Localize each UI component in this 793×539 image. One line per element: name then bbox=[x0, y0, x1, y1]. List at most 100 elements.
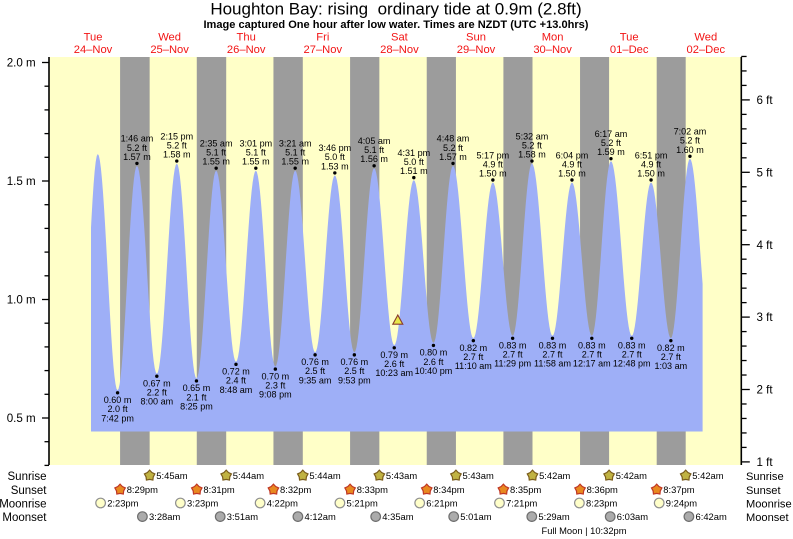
svg-text:5.2 ft: 5.2 ft bbox=[601, 138, 622, 148]
svg-text:1:46 am: 1:46 am bbox=[121, 134, 154, 144]
svg-text:12:48 pm: 12:48 pm bbox=[613, 359, 651, 369]
svg-text:2.5 ft: 2.5 ft bbox=[305, 366, 326, 376]
svg-text:5.0 ft: 5.0 ft bbox=[325, 152, 346, 162]
svg-text:2.4 ft: 2.4 ft bbox=[226, 376, 247, 386]
svg-text:2.7 ft: 2.7 ft bbox=[542, 350, 563, 360]
svg-text:9:53 pm: 9:53 pm bbox=[338, 375, 371, 385]
svg-text:0.83 m: 0.83 m bbox=[578, 341, 606, 351]
svg-text:30–Nov: 30–Nov bbox=[533, 44, 572, 56]
svg-text:1.59 m: 1.59 m bbox=[597, 147, 625, 157]
svg-text:4 ft: 4 ft bbox=[757, 239, 774, 252]
svg-text:0.76 m: 0.76 m bbox=[301, 357, 329, 367]
svg-text:3:23pm: 3:23pm bbox=[187, 497, 218, 508]
svg-text:8:31pm: 8:31pm bbox=[203, 484, 234, 495]
svg-text:0.67 m: 0.67 m bbox=[143, 378, 171, 388]
svg-text:1.55 m: 1.55 m bbox=[202, 157, 230, 167]
svg-text:2.2 ft: 2.2 ft bbox=[147, 388, 168, 398]
svg-text:2 ft: 2 ft bbox=[757, 384, 774, 397]
svg-text:1.0 m: 1.0 m bbox=[7, 294, 36, 307]
svg-text:1.56 m: 1.56 m bbox=[360, 154, 388, 164]
svg-text:0.82 m: 0.82 m bbox=[460, 343, 488, 353]
svg-text:5:17 pm: 5:17 pm bbox=[477, 150, 510, 160]
svg-text:4.9 ft: 4.9 ft bbox=[483, 159, 504, 169]
svg-text:7:21pm: 7:21pm bbox=[506, 497, 537, 508]
svg-text:5.2 ft: 5.2 ft bbox=[443, 143, 464, 153]
svg-text:1.5 m: 1.5 m bbox=[7, 175, 36, 188]
svg-text:8:29pm: 8:29pm bbox=[127, 484, 158, 495]
svg-text:2.7 ft: 2.7 ft bbox=[463, 352, 484, 362]
svg-text:Sunset: Sunset bbox=[746, 485, 781, 497]
svg-text:Houghton Bay: rising ordinary: Houghton Bay: rising ordinary tide at 0.… bbox=[210, 0, 581, 19]
svg-text:28–Nov: 28–Nov bbox=[380, 44, 419, 56]
svg-text:29–Nov: 29–Nov bbox=[457, 44, 496, 56]
svg-text:2.0 ft: 2.0 ft bbox=[108, 404, 129, 414]
svg-text:1.50 m: 1.50 m bbox=[637, 168, 665, 178]
svg-text:5:29am: 5:29am bbox=[538, 511, 569, 522]
svg-text:11:29 pm: 11:29 pm bbox=[494, 359, 531, 369]
svg-text:Moonset: Moonset bbox=[746, 512, 789, 524]
svg-text:3:01 pm: 3:01 pm bbox=[239, 138, 272, 148]
svg-text:8:00 am: 8:00 am bbox=[140, 397, 173, 407]
svg-text:2.5 ft: 2.5 ft bbox=[344, 366, 365, 376]
svg-text:Thu: Thu bbox=[237, 31, 256, 43]
svg-text:5.1 ft: 5.1 ft bbox=[364, 145, 385, 155]
svg-text:8:32pm: 8:32pm bbox=[280, 484, 311, 495]
svg-text:Sunrise: Sunrise bbox=[8, 471, 47, 483]
svg-text:3 ft: 3 ft bbox=[757, 311, 774, 324]
svg-text:5.1 ft: 5.1 ft bbox=[206, 148, 227, 158]
svg-text:26–Nov: 26–Nov bbox=[227, 44, 266, 56]
svg-text:5:42am: 5:42am bbox=[539, 470, 570, 481]
svg-text:02–Dec: 02–Dec bbox=[687, 44, 726, 56]
svg-text:5 ft: 5 ft bbox=[757, 166, 774, 179]
svg-text:11:58 am: 11:58 am bbox=[534, 359, 571, 369]
svg-text:5.1 ft: 5.1 ft bbox=[246, 148, 267, 158]
svg-text:2.0 m: 2.0 m bbox=[7, 57, 36, 70]
svg-text:5.1 ft: 5.1 ft bbox=[285, 148, 306, 158]
svg-text:0.60 m: 0.60 m bbox=[104, 395, 132, 405]
svg-text:2:23pm: 2:23pm bbox=[107, 497, 138, 508]
svg-text:12:17 am: 12:17 am bbox=[573, 359, 611, 369]
svg-text:5:32 am: 5:32 am bbox=[516, 131, 549, 141]
svg-text:2.6 ft: 2.6 ft bbox=[384, 359, 405, 369]
svg-text:6:03am: 6:03am bbox=[617, 511, 648, 522]
svg-text:5.0 ft: 5.0 ft bbox=[404, 157, 425, 167]
svg-text:4:48 am: 4:48 am bbox=[437, 134, 470, 144]
svg-text:0.80 m: 0.80 m bbox=[420, 348, 448, 358]
svg-text:1.51 m: 1.51 m bbox=[400, 166, 428, 176]
svg-text:25–Nov: 25–Nov bbox=[150, 44, 189, 56]
svg-text:10:23 am: 10:23 am bbox=[375, 368, 413, 378]
svg-text:4.9 ft: 4.9 ft bbox=[562, 159, 583, 169]
svg-text:1.55 m: 1.55 m bbox=[242, 157, 270, 167]
svg-text:8:37pm: 8:37pm bbox=[663, 484, 694, 495]
svg-text:Wed: Wed bbox=[158, 31, 181, 43]
svg-text:2.7 ft: 2.7 ft bbox=[582, 350, 603, 360]
svg-text:8:48 am: 8:48 am bbox=[220, 385, 253, 395]
svg-text:8:33pm: 8:33pm bbox=[357, 484, 388, 495]
svg-text:4:35am: 4:35am bbox=[382, 511, 413, 522]
svg-text:2.7 ft: 2.7 ft bbox=[622, 350, 643, 360]
svg-text:Moonset: Moonset bbox=[2, 512, 47, 524]
svg-text:6:17 am: 6:17 am bbox=[595, 129, 628, 139]
svg-text:Tue: Tue bbox=[84, 31, 103, 43]
svg-text:Full Moon | 10:32pm: Full Moon | 10:32pm bbox=[541, 526, 626, 536]
svg-text:3:46 pm: 3:46 pm bbox=[318, 143, 351, 153]
svg-text:2.7 ft: 2.7 ft bbox=[661, 352, 682, 362]
svg-text:1.57 m: 1.57 m bbox=[439, 152, 467, 162]
svg-text:0.76 m: 0.76 m bbox=[341, 357, 369, 367]
svg-text:6 ft: 6 ft bbox=[757, 94, 774, 107]
svg-text:4:12am: 4:12am bbox=[305, 511, 336, 522]
svg-text:1.60 m: 1.60 m bbox=[676, 145, 704, 155]
svg-text:1.53 m: 1.53 m bbox=[321, 161, 349, 171]
svg-text:2.7 ft: 2.7 ft bbox=[503, 350, 524, 360]
svg-text:5.2 ft: 5.2 ft bbox=[680, 136, 701, 146]
svg-text:2:35 am: 2:35 am bbox=[200, 138, 233, 148]
svg-text:6:42am: 6:42am bbox=[696, 511, 727, 522]
svg-text:11:10 am: 11:10 am bbox=[455, 361, 492, 371]
svg-text:1.58 m: 1.58 m bbox=[518, 149, 546, 159]
svg-text:Sat: Sat bbox=[391, 31, 409, 43]
svg-text:0.72 m: 0.72 m bbox=[222, 367, 250, 377]
svg-text:5.2 ft: 5.2 ft bbox=[522, 140, 543, 150]
svg-text:5:43am: 5:43am bbox=[463, 470, 494, 481]
svg-text:5:21pm: 5:21pm bbox=[347, 497, 378, 508]
svg-text:0.83 m: 0.83 m bbox=[499, 341, 527, 351]
